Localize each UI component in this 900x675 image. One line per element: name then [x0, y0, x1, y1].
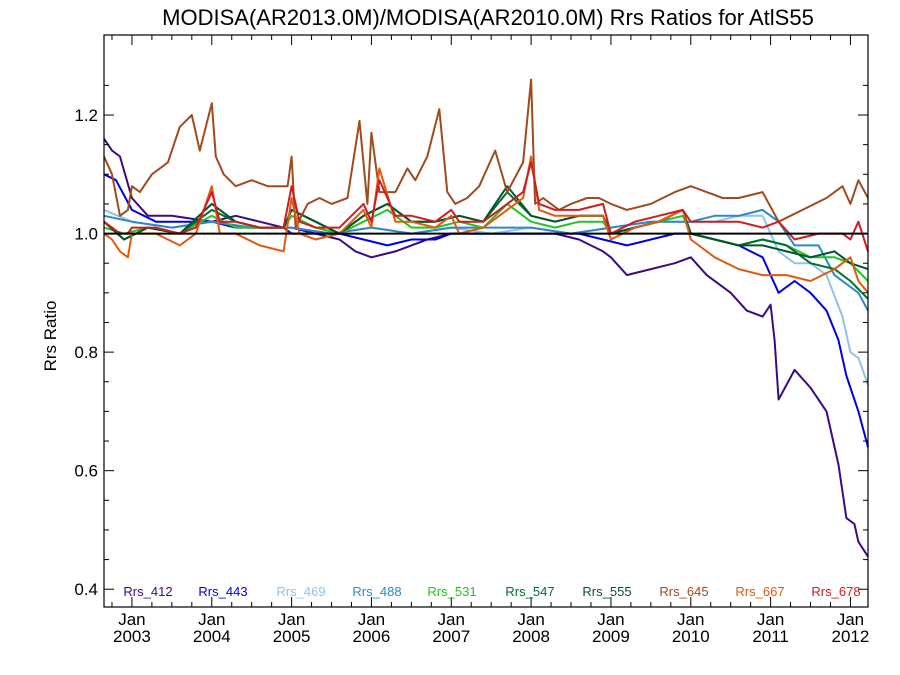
legend-entry-rrs-531: Rrs_531 — [427, 584, 476, 599]
plot-frame — [103, 34, 869, 608]
legend-entry-rrs-469: Rrs_469 — [276, 584, 325, 599]
y-tick-label: 0.6 — [74, 462, 98, 481]
plot-area: 0.40.60.81.01.2Jan2003Jan2004Jan2005Jan2… — [74, 34, 870, 646]
x-tick-label-month: Jan — [597, 610, 624, 629]
x-tick-label-year: 2004 — [193, 627, 231, 646]
y-tick-label: 1.0 — [74, 225, 98, 244]
series-line-rrs-469 — [103, 208, 869, 386]
x-tick-label-year: 2009 — [592, 627, 630, 646]
y-axis-label: Rrs Ratio — [41, 301, 60, 372]
x-tick-label-year: 2012 — [832, 627, 870, 646]
chart-title: MODISA(AR2013.0M)/MODISA(AR2010.0M) Rrs … — [162, 5, 814, 30]
legend-entry-rrs-678: Rrs_678 — [811, 584, 860, 599]
x-tick-label-month: Jan — [358, 610, 385, 629]
series-line-rrs-645 — [103, 78, 869, 229]
legend-entry-rrs-645: Rrs_645 — [659, 584, 708, 599]
x-tick-label-year: 2008 — [512, 627, 550, 646]
x-tick-label-month: Jan — [517, 610, 544, 629]
legend-entry-rrs-488: Rrs_488 — [352, 584, 401, 599]
y-tick-label: 0.4 — [74, 580, 98, 599]
x-tick-label-year: 2005 — [273, 627, 311, 646]
x-tick-label-month: Jan — [677, 610, 704, 629]
x-tick-label-month: Jan — [198, 610, 225, 629]
legend-entry-rrs-443: Rrs_443 — [198, 584, 247, 599]
series-line-rrs-678 — [103, 161, 869, 252]
x-tick-label-month: Jan — [757, 610, 784, 629]
legend-entry-rrs-555: Rrs_555 — [582, 584, 631, 599]
x-tick-label-month: Jan — [438, 610, 465, 629]
x-tick-label-year: 2003 — [113, 627, 151, 646]
legend-entry-rrs-412: Rrs_412 — [123, 584, 172, 599]
legend-entry-rrs-547: Rrs_547 — [505, 584, 554, 599]
legend-entry-rrs-667: Rrs_667 — [735, 584, 784, 599]
y-tick-label: 1.2 — [74, 106, 98, 125]
x-tick-label-year: 2011 — [752, 627, 789, 646]
x-tick-label-year: 2007 — [432, 627, 470, 646]
x-tick-label-month: Jan — [278, 610, 305, 629]
x-tick-label-month: Jan — [837, 610, 864, 629]
y-tick-label: 0.8 — [74, 343, 98, 362]
x-tick-label-year: 2010 — [672, 627, 710, 646]
x-tick-label-year: 2006 — [353, 627, 391, 646]
x-tick-label-month: Jan — [118, 610, 145, 629]
series-line-rrs-412 — [103, 138, 869, 558]
